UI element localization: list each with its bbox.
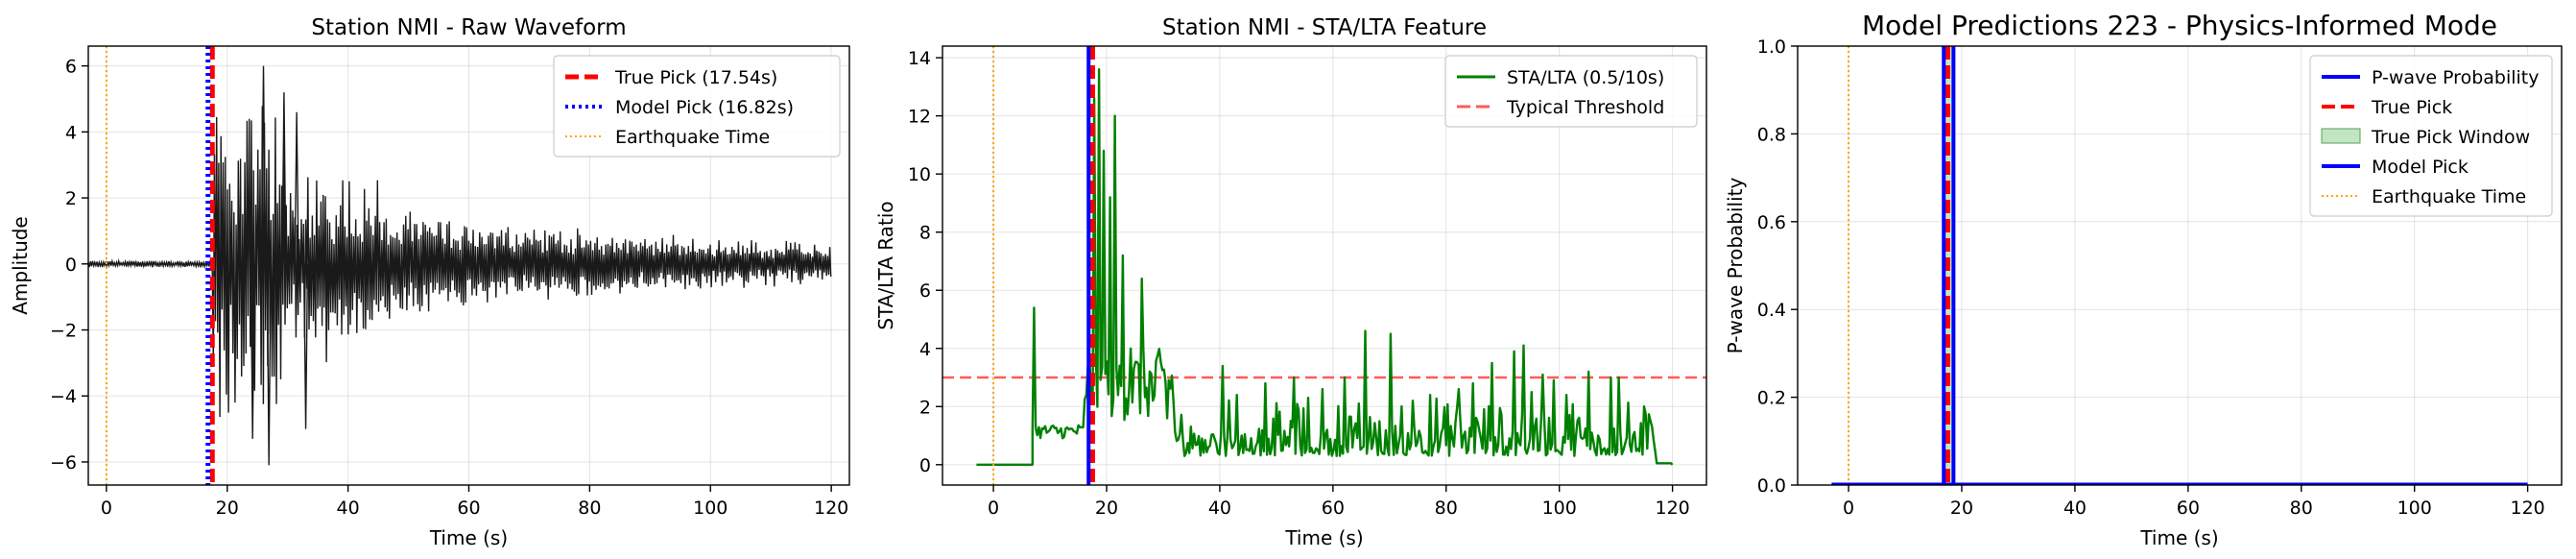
y-tick-label: 10: [908, 164, 931, 185]
plot-area: [88, 46, 832, 485]
y-axis-label: Amplitude: [9, 216, 32, 315]
chart-2: 0 20 40 60 80 100 120 0 2 4 6 8 10 12 14 Time (s) STA/LT…: [874, 15, 1707, 549]
legend-entry: Earthquake Time: [615, 127, 770, 148]
y-tick-label: 12: [908, 107, 931, 128]
legend-entry: Earthquake Time: [2372, 186, 2526, 207]
waveform-peak: [281, 92, 287, 264]
axes-frame: [87, 45, 850, 486]
plot-area: [1831, 46, 2528, 485]
x-tick-label: 80: [578, 498, 601, 519]
y-tick-label: 14: [908, 48, 931, 69]
legend-entry: STA/LTA (0.5/10s): [1507, 67, 1664, 88]
x-tick-label: 60: [2177, 498, 2200, 519]
legend-swatch: [2321, 128, 2361, 144]
x-tick-label: 120: [2510, 498, 2544, 519]
legend: STA/LTA (0.5/10s) Typical Threshold: [1444, 55, 1698, 128]
x-tick-label: 0: [1843, 498, 1854, 519]
legend-entry: True Pick Window: [2371, 127, 2530, 148]
y-axis-label: P-wave Probability: [1724, 178, 1747, 354]
x-tick-label: 20: [216, 498, 239, 519]
x-tick-label: 100: [693, 498, 727, 519]
waveform-peak: [302, 263, 309, 429]
chart-1: 0 20 40 60 80 100 120 −6 −4 −2 0 2 4 6 Time (s) Amplitu…: [9, 15, 850, 549]
y-tick-label: 0.6: [1757, 212, 1786, 233]
x-axis-label: Time (s): [429, 526, 508, 549]
x-tick-label: 60: [457, 498, 480, 519]
x-tick-label: 0: [101, 498, 112, 519]
ticks: 0 20 40 60 80 100 120 0 2 4 6 8 10 12 14: [908, 48, 1690, 519]
legend: True Pick (17.54s) Model Pick (16.82s) Ear…: [553, 55, 841, 158]
legend: P-wave Probability True Pick True Pick Win…: [2309, 55, 2553, 217]
legend-entry: True Pick (17.54s): [614, 67, 777, 88]
legend-entry: P-wave Probability: [2372, 67, 2540, 88]
waveform-peak: [294, 111, 299, 264]
y-tick-label: 4: [65, 122, 77, 143]
y-tick-label: 0.4: [1757, 300, 1786, 321]
y-tick-label: −2: [50, 321, 77, 342]
x-tick-label: 40: [1208, 498, 1231, 519]
x-tick-label: 80: [2290, 498, 2313, 519]
x-tick-label: 20: [1950, 498, 1973, 519]
legend-entry: Model Pick (16.82s): [615, 97, 794, 118]
chart-title: Station NMI - Raw Waveform: [311, 15, 626, 40]
y-tick-label: 6: [65, 57, 77, 78]
axes-frame: [1797, 45, 2563, 486]
ticks: 0 20 40 60 80 100 120 0.0 0.2 0.4 0.6 0.8 1.0: [1757, 36, 2545, 519]
y-tick-label: −4: [50, 386, 77, 407]
x-axis-label: Time (s): [2139, 526, 2218, 549]
legend-box: [553, 55, 841, 158]
legend-entry: True Pick: [2371, 97, 2452, 118]
legend-box: [2309, 55, 2553, 217]
x-tick-label: 120: [814, 498, 848, 519]
chart-title: Station NMI - STA/LTA Feature: [1162, 15, 1487, 40]
y-tick-label: 2: [65, 188, 77, 209]
y-tick-label: 0: [919, 455, 931, 476]
legend-box: [1444, 55, 1698, 128]
x-tick-label: 40: [337, 498, 360, 519]
x-tick-label: 120: [1655, 498, 1689, 519]
x-tick-label: 100: [2397, 498, 2432, 519]
x-axis-label: Time (s): [1284, 526, 1363, 549]
x-tick-label: 100: [1542, 498, 1577, 519]
waveform-peak: [266, 263, 272, 466]
y-tick-label: 1.0: [1757, 36, 1786, 58]
x-tick-label: 60: [1322, 498, 1345, 519]
waveform-peak: [260, 65, 267, 264]
y-tick-label: 2: [919, 397, 931, 418]
chart-3: 0 20 40 60 80 100 120 0.0 0.2 0.4 0.6 0.8 1.0 Time (s…: [1724, 10, 2563, 549]
waveform-peak: [250, 263, 255, 439]
y-axis-label: STA/LTA Ratio: [874, 201, 897, 329]
y-tick-label: 0.8: [1757, 124, 1786, 145]
y-tick-label: 0.0: [1757, 475, 1786, 497]
ticks: 0 20 40 60 80 100 120 −6 −4 −2 0 2 4 6: [50, 57, 848, 519]
y-tick-label: −6: [50, 452, 77, 474]
y-tick-label: 0: [65, 255, 77, 276]
axes-frame: [942, 45, 1707, 486]
legend-entry: Typical Threshold: [1506, 97, 1664, 118]
y-tick-label: 0.2: [1757, 388, 1786, 409]
stalta-line: [976, 67, 1674, 466]
x-tick-label: 80: [1435, 498, 1458, 519]
y-tick-label: 4: [919, 339, 931, 360]
x-tick-label: 0: [988, 498, 999, 519]
x-tick-label: 20: [1095, 498, 1118, 519]
legend-entry: Model Pick: [2372, 157, 2469, 178]
chart-title: Model Predictions 223 - Physics-Informed…: [1862, 10, 2497, 41]
y-tick-label: 6: [919, 280, 931, 302]
plot-area: [942, 46, 1706, 485]
x-tick-label: 40: [2063, 498, 2087, 519]
y-tick-label: 8: [919, 223, 931, 244]
